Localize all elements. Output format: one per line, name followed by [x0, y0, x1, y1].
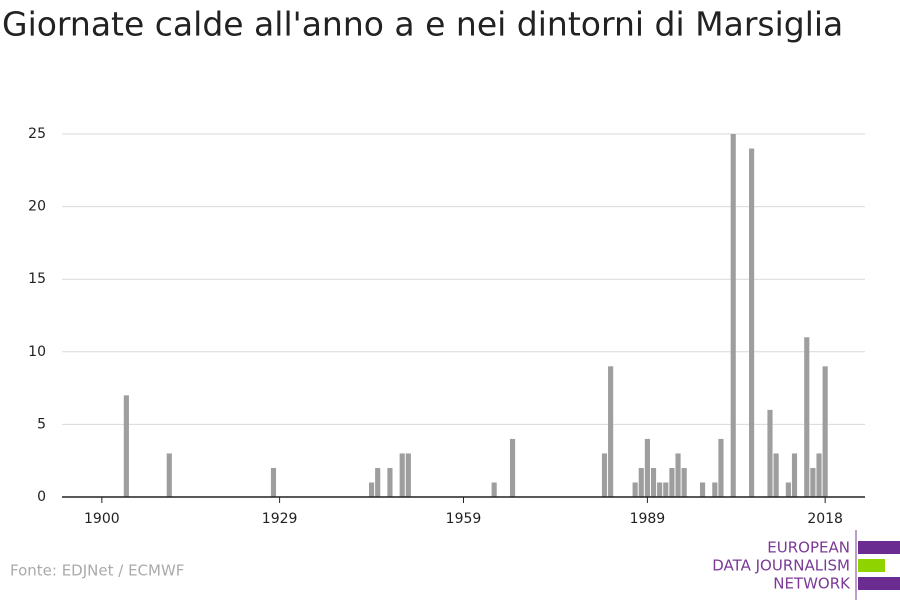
bar — [822, 366, 828, 497]
bar — [663, 482, 669, 497]
bar — [650, 467, 657, 497]
bar — [730, 134, 736, 497]
bar — [608, 366, 614, 497]
bar — [387, 467, 393, 497]
bar — [375, 467, 381, 497]
bar — [767, 409, 773, 497]
bar — [749, 148, 755, 497]
bar — [270, 467, 277, 497]
bar — [810, 467, 816, 497]
y-tick-label: 5 — [37, 416, 46, 432]
bar — [718, 438, 724, 497]
y-tick-label: 25 — [28, 126, 46, 142]
logo-bar — [858, 577, 900, 590]
logo-text: NETWORK — [773, 575, 851, 593]
bar — [601, 453, 608, 497]
bar — [368, 482, 375, 497]
x-tick-label: 1929 — [262, 511, 298, 527]
logo-text: DATA JOURNALISM — [712, 557, 850, 575]
bar — [399, 453, 405, 497]
bar — [669, 467, 675, 497]
bar — [816, 453, 822, 497]
bar — [699, 482, 706, 497]
x-tick-label: 1900 — [84, 511, 120, 527]
y-tick-label: 10 — [28, 344, 46, 360]
bar — [632, 482, 638, 497]
logo-bar — [858, 559, 885, 572]
bar — [712, 482, 718, 497]
logo-bar — [858, 541, 900, 554]
bar — [773, 453, 779, 497]
bar — [644, 438, 650, 497]
y-tick-label: 15 — [28, 271, 46, 287]
bar — [804, 337, 810, 497]
bar — [638, 467, 644, 497]
y-tick-label: 0 — [37, 489, 46, 505]
bar — [785, 482, 791, 497]
bar — [675, 453, 681, 497]
x-tick-label: 1989 — [630, 511, 666, 527]
bar — [123, 395, 129, 497]
bar — [491, 482, 497, 497]
bar — [405, 453, 411, 497]
bar — [791, 453, 798, 497]
source: Fonte: EDJNet / ECMWF — [10, 562, 184, 580]
bar — [657, 482, 663, 497]
x-tick-label: 1959 — [446, 511, 482, 527]
chart-title: Giornate calde all'anno a e nei dintorni… — [2, 5, 843, 44]
bar — [509, 438, 516, 497]
x-tick-label: 2018 — [807, 511, 843, 527]
y-tick-label: 20 — [28, 199, 46, 215]
logo-text: EUROPEAN — [767, 539, 850, 557]
bar — [166, 453, 172, 497]
bar — [681, 467, 687, 497]
